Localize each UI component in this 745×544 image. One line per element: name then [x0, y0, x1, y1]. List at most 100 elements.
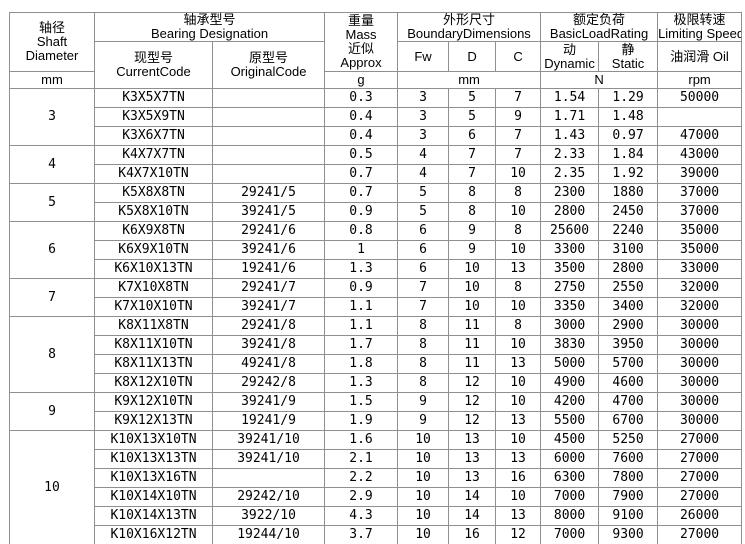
c-cell: 10 [495, 392, 542, 412]
table-body: 3 K3X5X7TN 0.3 3 5 7 1.54 1.29 50000 K3X5X9TN 0.4 3… [9, 88, 743, 544]
static-load-cell: 2450 [598, 202, 659, 222]
header-original-en: OriginalCode [230, 64, 307, 79]
fw-cell: 3 [397, 88, 450, 108]
limiting-speed-cell: 50000 [657, 88, 743, 108]
header-mass-en: Mass [345, 27, 377, 42]
fw-cell: 8 [397, 373, 450, 393]
header-load-cn: 额定负荷 [573, 12, 626, 27]
table-row: K6X9X10TN 39241/6 1 6 9 10 3300 3100 35000 [10, 240, 743, 260]
dynamic-load-cell: 6000 [540, 449, 600, 469]
mass-cell: 2.1 [324, 449, 399, 469]
dynamic-load-cell: 3830 [540, 335, 600, 355]
static-load-cell: 7600 [598, 449, 659, 469]
d-cell: 5 [448, 107, 497, 127]
mass-cell: 0.4 [324, 126, 399, 146]
dynamic-load-cell: 7000 [540, 525, 600, 544]
shaft-diameter-cell: 10 [9, 430, 95, 544]
d-cell: 13 [448, 468, 497, 488]
c-cell: 8 [495, 278, 542, 298]
d-cell: 8 [448, 183, 497, 203]
c-cell: 13 [495, 506, 542, 526]
dynamic-load-cell: 3300 [540, 240, 600, 260]
limiting-speed-cell: 32000 [657, 278, 743, 298]
d-cell: 9 [448, 221, 497, 241]
header-mass-cn2: 近似 [348, 41, 375, 56]
current-code-cell: K10X16X12TN [94, 525, 213, 544]
header-load-en: BasicLoadRating [549, 26, 649, 41]
static-load-cell: 7800 [598, 468, 659, 488]
current-code-cell: K9X12X13TN [94, 411, 213, 431]
mass-cell: 1.9 [324, 411, 399, 431]
mass-cell: 0.8 [324, 221, 399, 241]
mass-cell: 1.1 [324, 297, 399, 317]
original-code-cell: 19241/6 [211, 259, 326, 279]
d-cell: 11 [448, 335, 497, 355]
c-cell: 10 [495, 373, 542, 393]
dynamic-load-cell: 6300 [540, 468, 600, 488]
current-code-cell: K10X13X16TN [94, 468, 213, 488]
current-code-cell: K3X5X9TN [94, 107, 213, 127]
table-row: 10 K10X13X10TN 39241/10 1.6 10 13 10 4500 5250 27… [9, 430, 743, 544]
current-code-cell: K8X11X10TN [94, 335, 213, 355]
dynamic-load-cell: 3000 [540, 316, 600, 336]
static-load-cell: 1.29 [598, 88, 659, 108]
mass-cell: 4.3 [324, 506, 399, 526]
mass-cell: 0.9 [324, 202, 399, 222]
d-cell: 14 [448, 487, 497, 507]
original-code-cell: 39241/9 [211, 392, 326, 412]
header-shaft-en2: Diameter [25, 48, 79, 63]
header-current-code: 现型号 CurrentCode [94, 41, 213, 89]
table-row: K3X5X9TN 0.4 3 5 9 1.71 1.48 [10, 107, 743, 127]
fw-cell: 6 [397, 240, 450, 260]
header-shaft-en1: Shaft [36, 34, 68, 49]
limiting-speed-cell: 30000 [657, 373, 743, 393]
limiting-speed-cell: 30000 [657, 335, 743, 355]
table-row: K3X6X7TN 0.4 3 6 7 1.43 0.97 47000 [10, 126, 743, 146]
dynamic-load-cell: 5500 [540, 411, 600, 431]
d-cell: 10 [448, 278, 497, 298]
dynamic-load-cell: 2.35 [540, 164, 600, 184]
fw-cell: 10 [397, 468, 450, 488]
table-row: K10X16X12TN 19244/10 3.7 10 16 12 7000 9300 2700… [10, 525, 743, 544]
mass-cell: 3.7 [324, 525, 399, 544]
d-cell: 7 [448, 145, 497, 165]
shaft-diameter-cell: 4 [9, 145, 95, 184]
d-cell: 8 [448, 202, 497, 222]
unit-shaft-mm: mm [9, 71, 95, 89]
c-cell: 13 [495, 411, 542, 431]
c-cell: 10 [495, 335, 542, 355]
original-code-cell: 19244/10 [211, 525, 326, 544]
current-code-cell: K10X14X13TN [94, 506, 213, 526]
fw-cell: 10 [397, 525, 450, 544]
c-cell: 7 [495, 88, 542, 108]
dynamic-load-cell: 7000 [540, 487, 600, 507]
limiting-speed-cell: 30000 [657, 392, 743, 412]
unit-mass-g: g [324, 71, 399, 89]
shaft-diameter-cell: 5 [9, 183, 95, 222]
header-static: 静 Static [598, 41, 659, 72]
c-cell: 7 [495, 126, 542, 146]
mass-cell: 0.3 [324, 88, 399, 108]
mass-cell: 0.5 [324, 145, 399, 165]
c-cell: 10 [495, 240, 542, 260]
limiting-speed-cell: 27000 [657, 430, 743, 450]
static-load-cell: 3400 [598, 297, 659, 317]
static-load-cell: 1880 [598, 183, 659, 203]
table-row: 9 K9X12X10TN 39241/9 1.5 9 12 10 4200 4700 30000 [9, 392, 743, 431]
table-row: 3 K3X5X7TN 0.3 3 5 7 1.54 1.29 50000 [9, 88, 743, 146]
limiting-speed-cell: 26000 [657, 506, 743, 526]
header-mass-en2: Approx [340, 55, 382, 70]
header-current-en: CurrentCode [116, 64, 191, 79]
dynamic-load-cell: 1.54 [540, 88, 600, 108]
dynamic-load-cell: 1.43 [540, 126, 600, 146]
header-dynamic-en: Dynamic [544, 55, 595, 71]
current-code-cell: K4X7X10TN [94, 164, 213, 184]
limiting-speed-cell: 27000 [657, 449, 743, 469]
current-code-cell: K9X12X10TN [94, 392, 213, 412]
c-cell: 10 [495, 297, 542, 317]
original-code-cell [211, 126, 326, 146]
mass-cell: 1.1 [324, 316, 399, 336]
c-cell: 12 [495, 525, 542, 544]
static-load-cell: 1.84 [598, 145, 659, 165]
mass-cell: 1.5 [324, 392, 399, 412]
